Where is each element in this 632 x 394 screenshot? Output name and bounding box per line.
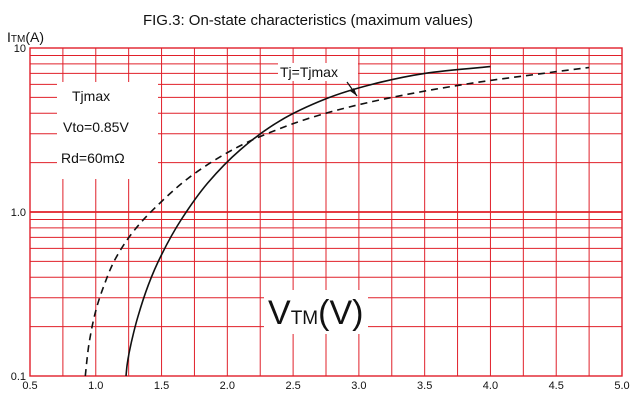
x-tick-label: 4.5 (549, 380, 564, 392)
legend-box-background (57, 82, 158, 179)
y-tick-labels: 10 1.0 0.1 (11, 43, 26, 383)
y-axis-label: ITM(A) (7, 29, 44, 45)
plot-frame (29, 47, 623, 377)
x-tick-label: 1.0 (88, 380, 103, 392)
series-dashed-curve (84, 66, 590, 377)
x-tick-label: 5.0 (614, 380, 629, 392)
y-axis-label-main: I (7, 29, 11, 45)
x-tick-labels: 0.5 1.0 1.5 2.0 2.5 3.0 3.5 4.0 4.5 5.0 (22, 380, 629, 392)
legend-line-rd: Rd=60mΩ (61, 150, 125, 166)
x-axis-label-main: V (268, 294, 291, 332)
curves (84, 65, 590, 377)
x-tick-label: 2.5 (285, 380, 300, 392)
legend-line-tjmax: Tjmax (72, 88, 110, 104)
x-axis-label-unit: (V) (318, 294, 363, 332)
x-axis-label-background (264, 290, 368, 334)
annotation-background (278, 63, 358, 81)
x-axis-label: VTM(V) (268, 294, 363, 332)
x-axis-label-sub: TM (291, 308, 318, 329)
y-tick-label: 0.1 (11, 371, 26, 383)
x-tick-label: 2.0 (220, 380, 235, 392)
chart-title: FIG.3: On-state characteristics (maximum… (143, 12, 473, 29)
y-axis-label-sub: TM (11, 34, 25, 45)
x-tick-label: 4.0 (483, 380, 498, 392)
legend-line-vto: Vto=0.85V (63, 119, 129, 135)
x-tick-label: 1.5 (154, 380, 169, 392)
series-solid-curve (125, 65, 491, 377)
y-tick-label: 1.0 (11, 207, 26, 219)
x-tick-label: 0.5 (22, 380, 37, 392)
x-tick-label: 3.5 (417, 380, 432, 392)
y-tick-label: 10 (14, 43, 26, 55)
x-tick-label: 3.0 (351, 380, 366, 392)
y-axis-label-unit: (A) (25, 29, 44, 45)
curve-annotation: Tj=Tjmax (280, 64, 338, 80)
